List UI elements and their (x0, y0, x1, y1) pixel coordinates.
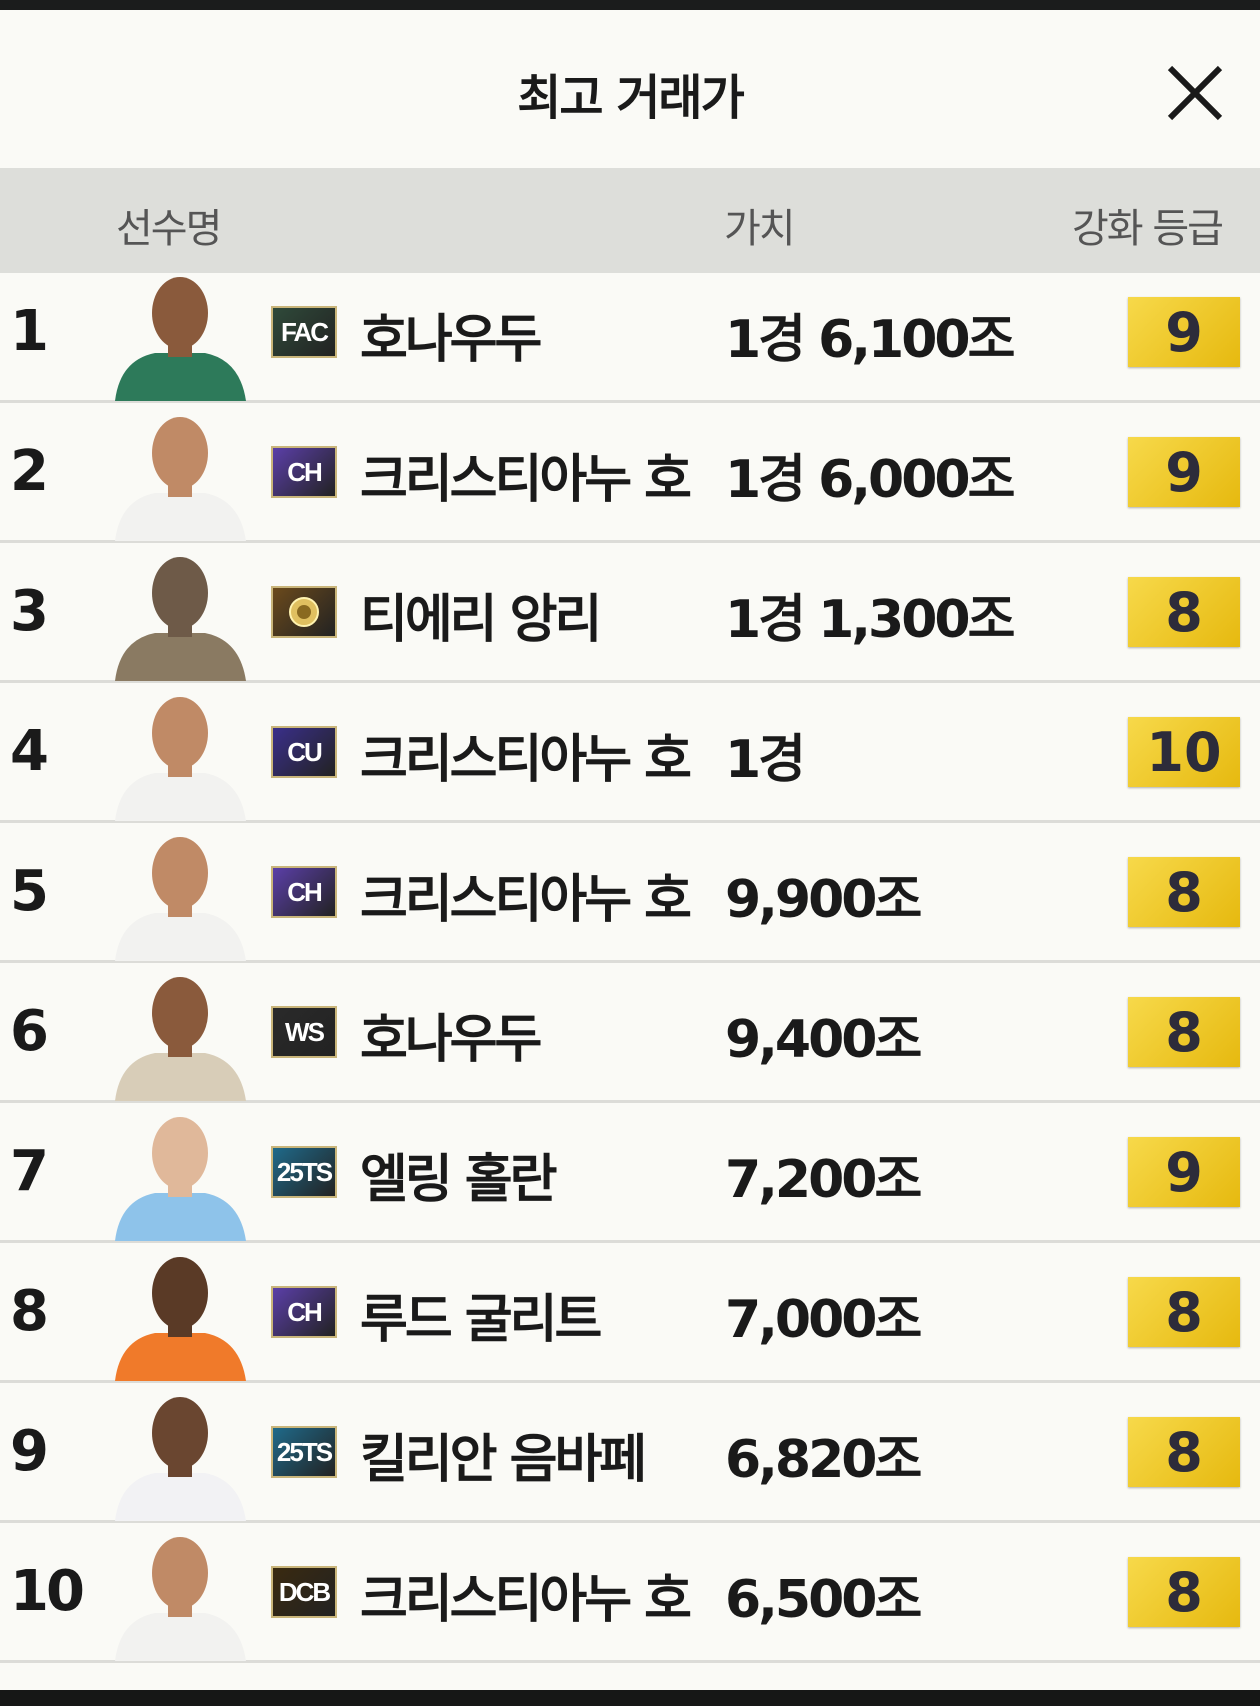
season-label: FAC (281, 316, 329, 347)
close-icon (1167, 65, 1223, 121)
player-photo (110, 1385, 250, 1521)
table-row[interactable]: 1 FAC 호나우두 1경 6,100조 9 (0, 263, 1260, 403)
season-badge: DCB (271, 1566, 337, 1618)
season-label: DCB (278, 1576, 331, 1607)
season-badge (271, 586, 337, 638)
enhancement-grade-badge: 8 (1128, 577, 1240, 647)
player-name[interactable]: 루드 굴리트 (360, 1290, 602, 1350)
icon-season-emblem-icon (289, 597, 319, 627)
enhancement-grade-badge: 9 (1128, 1137, 1240, 1207)
season-label: 25TS (276, 1156, 333, 1187)
trade-value: 6,820조 (725, 1430, 922, 1490)
player-photo (110, 545, 250, 681)
rank: 2 (10, 439, 49, 504)
enhancement-grade-badge: 9 (1128, 437, 1240, 507)
top-bar (0, 0, 1260, 10)
season-badge: 25TS (271, 1426, 337, 1478)
season-badge: CH (271, 866, 337, 918)
table-row[interactable]: 7 25TS 엘링 홀란 7,200조 9 (0, 1103, 1260, 1243)
player-name[interactable]: 크리스티아누 호 (360, 450, 692, 510)
player-name[interactable]: 킬리안 음바페 (360, 1430, 647, 1490)
table-row[interactable]: 2 CH 크리스티아누 호 1경 6,000조 9 (0, 403, 1260, 543)
player-photo (110, 1245, 250, 1381)
trade-value: 1경 1,300조 (725, 590, 1015, 650)
rank: 10 (10, 1559, 85, 1624)
season-badge: WS (271, 1006, 337, 1058)
player-photo (110, 1525, 250, 1661)
trade-value: 1경 6,100조 (725, 310, 1015, 370)
trade-value: 7,200조 (725, 1150, 922, 1210)
player-photo (110, 685, 250, 821)
enhancement-grade-badge: 10 (1128, 717, 1240, 787)
enhancement-grade-badge: 8 (1128, 997, 1240, 1067)
player-name[interactable]: 티에리 앙리 (360, 590, 602, 650)
player-photo (110, 1105, 250, 1241)
enhancement-grade-badge: 8 (1128, 857, 1240, 927)
player-photo (110, 825, 250, 961)
trade-value: 1경 (725, 730, 806, 790)
trade-value: 7,000조 (725, 1290, 922, 1350)
season-badge: FAC (271, 306, 337, 358)
table-row[interactable]: 10 DCB 크리스티아누 호 6,500조 8 (0, 1523, 1260, 1663)
player-name[interactable]: 호나우두 (360, 310, 542, 370)
trade-value: 6,500조 (725, 1570, 922, 1630)
top-trades-panel: 최고 거래가 선수명 가치 강화 등급 1 FAC 호나우두 1경 6,100조… (0, 10, 1260, 1690)
table-header: 선수명 가치 강화 등급 (0, 168, 1260, 273)
rank: 1 (10, 299, 49, 364)
column-grade: 강화 등급 (1072, 206, 1224, 252)
rank: 6 (10, 999, 49, 1064)
enhancement-grade-badge: 8 (1128, 1557, 1240, 1627)
player-photo (110, 405, 250, 541)
column-player: 선수명 (116, 206, 222, 252)
player-photo (110, 965, 250, 1101)
player-name[interactable]: 엘링 홀란 (360, 1150, 557, 1210)
season-label: CU (287, 736, 323, 767)
player-name[interactable]: 크리스티아누 호 (360, 1570, 692, 1630)
player-name[interactable]: 호나우두 (360, 1010, 542, 1070)
player-photo (110, 265, 250, 401)
season-label: CH (287, 876, 323, 907)
season-badge: CU (271, 726, 337, 778)
season-label: 25TS (276, 1436, 333, 1467)
enhancement-grade-badge: 8 (1128, 1277, 1240, 1347)
page-title: 최고 거래가 (517, 70, 745, 126)
bottom-bar (0, 1690, 1260, 1706)
column-value: 가치 (724, 206, 796, 252)
table-row[interactable]: 8 CH 루드 굴리트 7,000조 8 (0, 1243, 1260, 1383)
trade-value: 9,900조 (725, 870, 922, 930)
rank: 4 (10, 719, 49, 784)
season-label: CH (287, 456, 323, 487)
enhancement-grade-badge: 8 (1128, 1417, 1240, 1487)
table-row[interactable]: 5 CH 크리스티아누 호 9,900조 8 (0, 823, 1260, 963)
player-name[interactable]: 크리스티아누 호 (360, 730, 692, 790)
table-row[interactable]: 9 25TS 킬리안 음바페 6,820조 8 (0, 1383, 1260, 1523)
rank: 3 (10, 579, 49, 644)
player-name[interactable]: 크리스티아누 호 (360, 870, 692, 930)
rank: 8 (10, 1279, 49, 1344)
table-row[interactable]: 3 티에리 앙리 1경 1,300조 8 (0, 543, 1260, 683)
table-row[interactable]: 4 CU 크리스티아누 호 1경 10 (0, 683, 1260, 823)
season-badge: 25TS (271, 1146, 337, 1198)
rank: 9 (10, 1419, 49, 1484)
trade-value: 9,400조 (725, 1010, 922, 1070)
season-badge: CH (271, 446, 337, 498)
season-badge: CH (271, 1286, 337, 1338)
rank: 5 (10, 859, 49, 924)
trade-value: 1경 6,000조 (725, 450, 1015, 510)
enhancement-grade-badge: 9 (1128, 297, 1240, 367)
season-label: CH (287, 1296, 323, 1327)
table-row[interactable]: 6 WS 호나우두 9,400조 8 (0, 963, 1260, 1103)
rank: 7 (10, 1139, 49, 1204)
season-label: WS (285, 1016, 325, 1047)
close-button[interactable] (1160, 62, 1230, 122)
